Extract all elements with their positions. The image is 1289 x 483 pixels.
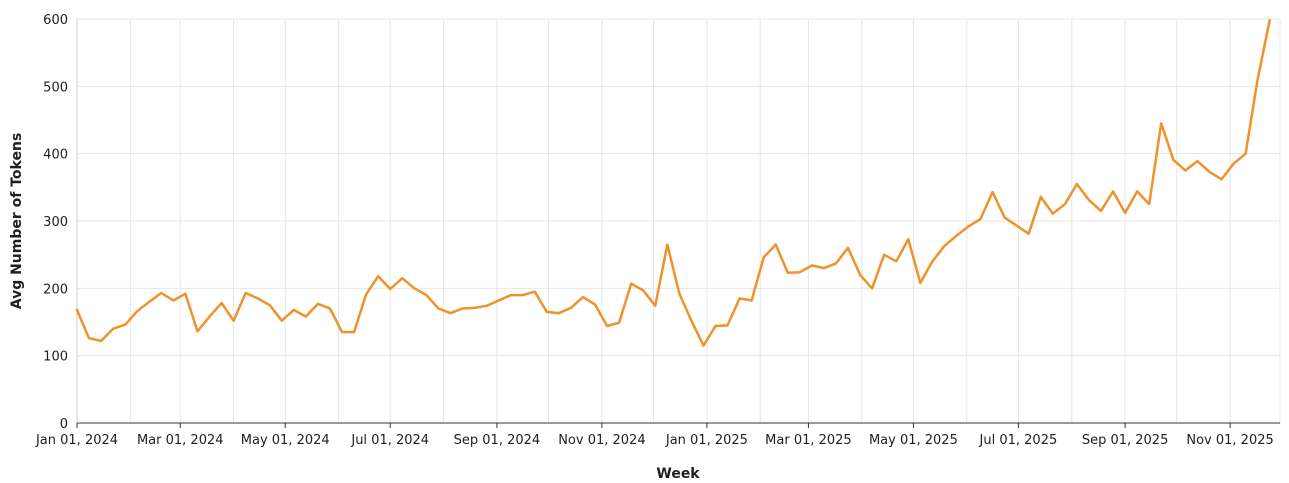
x-tick-label: Jul 01, 2024 [350,433,429,448]
x-tick-label: Jan 01, 2025 [665,433,748,448]
x-tick-label: Mar 01, 2025 [765,433,852,448]
x-tick-label: Jan 01, 2024 [35,433,118,448]
x-tick-label: Nov 01, 2024 [558,433,645,448]
series-layer [75,19,1271,347]
y-axis-title: Avg Number of Tokens [9,133,25,310]
x-axis-title: Week [656,466,700,482]
axis-labels: Week Avg Number of Tokens [9,133,700,482]
x-tick-label: Sep 01, 2024 [454,433,541,448]
x-tick-label: Nov 01, 2025 [1186,433,1273,448]
x-tick-label: May 01, 2024 [241,433,330,448]
y-tick-label: 0 [60,417,68,432]
x-tick-label: Mar 01, 2024 [137,433,224,448]
axes: 0 100 200 300 400 500 600 Jan 01, 2024 Mar 01, 2… [35,13,1280,448]
y-tick-label: 100 [43,350,68,365]
x-tick-label: May 01, 2025 [869,433,958,448]
x-tick-label: Sep 01, 2025 [1082,433,1169,448]
y-tick-label: 500 [43,80,68,95]
gridlines [76,18,1281,424]
x-tick-label: Jul 01, 2025 [979,433,1058,448]
y-tick-label: 400 [43,148,68,163]
y-tick-label: 200 [43,282,68,297]
y-tick-label: 300 [43,215,68,230]
y-tick-label: 600 [43,13,68,28]
series-line-0 [75,19,1271,347]
